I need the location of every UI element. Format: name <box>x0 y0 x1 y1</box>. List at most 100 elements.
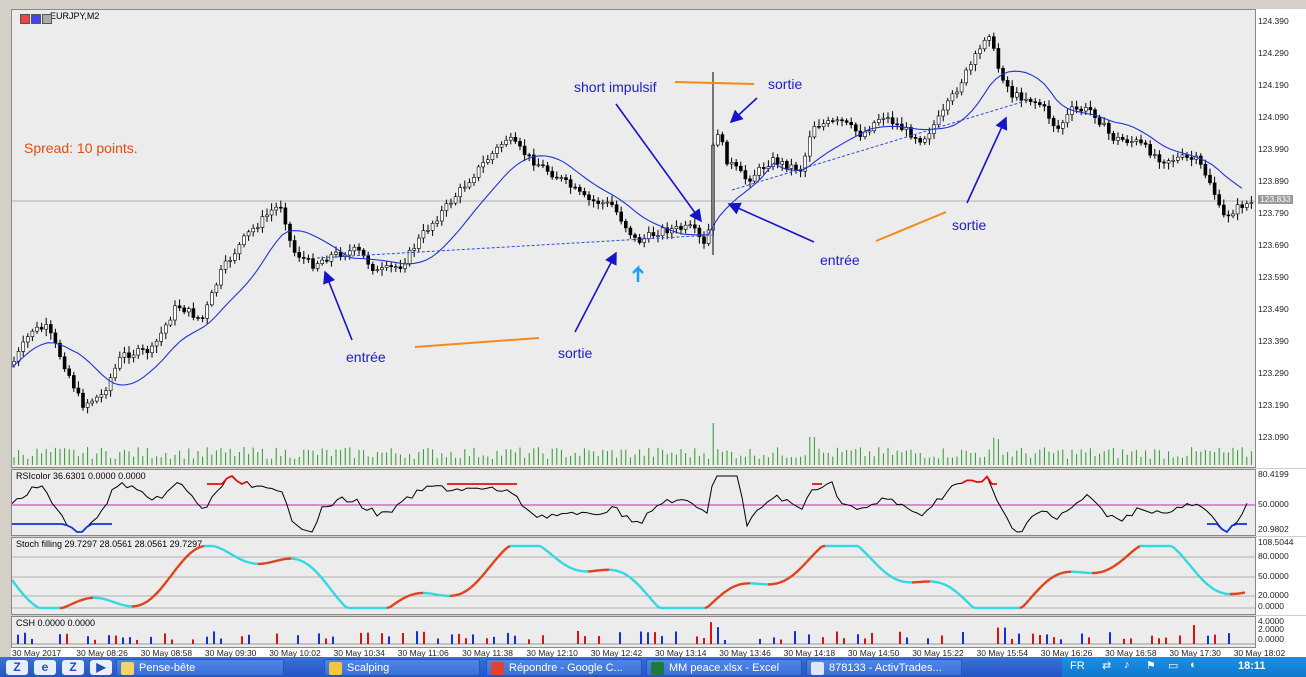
stoch-segment <box>611 568 616 572</box>
stoch-segment <box>818 545 823 550</box>
stoch-segment <box>1220 591 1225 595</box>
taskbar-button[interactable]: 878133 - ActivTrades... <box>806 659 962 676</box>
stoch-segment <box>194 546 199 551</box>
chrome-icon <box>491 662 504 675</box>
candle-body <box>329 254 334 262</box>
candle-body <box>964 69 969 84</box>
taskbar-button[interactable]: Scalping <box>324 659 480 676</box>
candle-body <box>683 224 688 230</box>
stoch-segment <box>1178 551 1183 557</box>
stoch-segment <box>395 599 400 604</box>
candle-body <box>1019 92 1024 101</box>
stoch-segment <box>1052 574 1057 579</box>
candle-body <box>996 48 1001 69</box>
candle-body <box>467 182 472 188</box>
stoch-segment <box>1097 570 1102 574</box>
candle-body <box>853 124 858 132</box>
taskbar: Z e Z ▶ Pense-bête Scalping Répondre - Goo… <box>0 657 1306 677</box>
stoch-segment <box>1037 585 1042 591</box>
candle-body <box>177 305 182 309</box>
stoch-segment <box>545 549 550 554</box>
axis-tick: 123.990 <box>1258 144 1289 154</box>
stoch-segment <box>479 574 484 580</box>
stoch-segment <box>1130 549 1135 554</box>
candle-body <box>835 119 840 122</box>
stoch-segment <box>302 560 307 565</box>
axis-tick: 123.690 <box>1258 240 1289 250</box>
candle-body <box>577 187 582 192</box>
network-icon[interactable]: ⇄ <box>1102 660 1112 672</box>
price-chart-panel[interactable]: EURJPY,M2 Spread: 10 points. short impul… <box>11 9 1256 468</box>
stoch-segment <box>575 568 580 572</box>
stoch-segment <box>965 599 970 605</box>
flag-icon[interactable]: ⚑ <box>1146 660 1156 672</box>
candle-body <box>200 317 205 319</box>
excel-icon <box>651 662 664 675</box>
candle-body <box>863 131 867 137</box>
taskbar-button[interactable]: Répondre - Google C... <box>486 659 642 676</box>
stoch-segment <box>614 569 619 573</box>
rsi-panel[interactable]: RSIcolor 36.6301 0.0000 0.0000 <box>11 469 1256 536</box>
stoch-segment <box>635 581 640 587</box>
language-indicator[interactable]: FR <box>1070 660 1085 672</box>
candle-body <box>274 206 279 211</box>
axis-tick: 2.0000 <box>1258 624 1284 634</box>
quicklaunch-ie-icon[interactable]: e <box>34 660 56 675</box>
candle-body <box>867 130 872 133</box>
candle-body <box>315 263 320 269</box>
stoch-segment <box>269 560 274 564</box>
stoch-segment <box>728 586 733 591</box>
stoch-segment <box>806 557 811 563</box>
stoch-segment <box>134 604 139 608</box>
candle-body <box>1235 204 1240 215</box>
stoch-segment <box>569 566 574 571</box>
candle-body <box>849 122 854 126</box>
quicklaunch-zotero-icon[interactable]: Z <box>6 660 28 675</box>
stoch-segment <box>812 551 817 557</box>
stoch-segment <box>1184 558 1189 564</box>
current-price-tag: 123.833 <box>1258 194 1293 204</box>
candle-body <box>1176 156 1180 161</box>
taskbar-button-label: 878133 - ActivTrades... <box>829 662 942 674</box>
candle-body <box>1120 137 1125 140</box>
candle-body <box>44 324 49 330</box>
clock[interactable]: 18:11 <box>1238 660 1266 672</box>
stoch-panel[interactable]: Stoch filling 29.7297 28.0561 28.0561 29… <box>11 537 1256 615</box>
stochastic-chart <box>12 544 1255 610</box>
axis-tick: 124.290 <box>1258 48 1289 58</box>
candle-body <box>499 144 504 148</box>
volume-icon[interactable]: ♪ <box>1124 659 1130 671</box>
stoch-segment <box>815 548 820 553</box>
stoch-segment <box>1136 544 1141 549</box>
stoch-segment <box>143 600 148 605</box>
candle-body <box>775 157 780 165</box>
candle-body <box>1010 86 1015 98</box>
stoch-segment <box>710 600 715 605</box>
candle-body <box>265 214 269 217</box>
axis-tick: 123.190 <box>1258 400 1289 410</box>
quicklaunch-media-icon[interactable]: ▶ <box>90 660 112 675</box>
stoch-segment <box>332 591 337 597</box>
candle-body <box>1111 133 1116 141</box>
time-label: 30 May 16:26 <box>1040 648 1093 658</box>
candle-body <box>1203 164 1208 176</box>
monitor-icon[interactable]: ▭ <box>1168 660 1179 672</box>
stoch-segment <box>1121 556 1126 562</box>
csh-panel[interactable]: CSH 0.0000 0.0000 <box>11 616 1256 648</box>
quicklaunch-zotero2-icon[interactable]: Z <box>62 660 84 675</box>
candle-body <box>131 354 136 358</box>
taskbar-button[interactable]: MM peace.xlsx - Excel <box>646 659 802 676</box>
candle-body <box>1222 204 1226 216</box>
candle-body <box>950 93 955 102</box>
stoch-segment <box>620 571 625 575</box>
candle-body <box>214 284 219 293</box>
speaker-icon[interactable]: ◐ <box>1190 659 1197 671</box>
candle-body <box>1116 137 1120 141</box>
taskbar-button[interactable]: Pense-bête <box>116 659 284 676</box>
stoch-segment <box>1187 562 1192 568</box>
stoch-segment <box>101 597 106 601</box>
stoch-segment <box>953 589 958 594</box>
stoch-segment <box>281 557 286 561</box>
candle-body <box>1093 109 1097 119</box>
candle-body <box>76 387 81 394</box>
